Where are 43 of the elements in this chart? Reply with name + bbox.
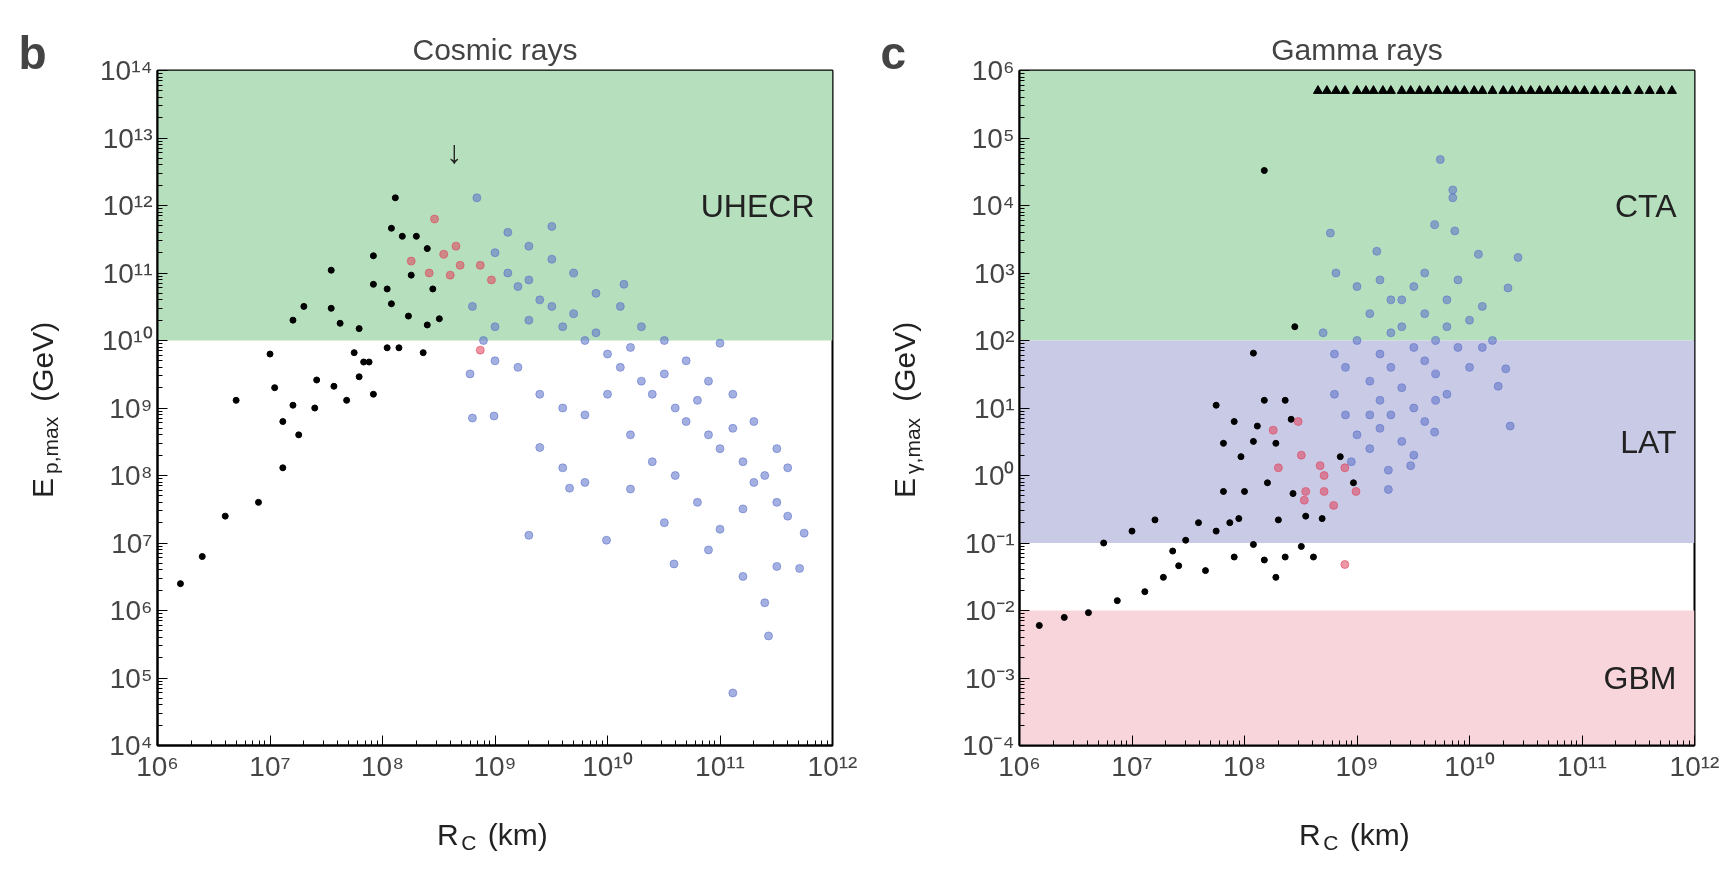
text: c: [880, 26, 907, 79]
y-tick-label: 10³: [974, 257, 1015, 289]
x-tick-label: 10¹²: [807, 750, 858, 782]
y-tick-label: 10⁵: [971, 122, 1015, 154]
band-label: UHECR: [700, 187, 815, 224]
x-tick-label: 10¹⁰: [582, 750, 633, 782]
y-tick-label: 10¹⁴: [100, 55, 153, 86]
x-tick-label: 10⁹: [1335, 750, 1379, 782]
annotation: ↓: [446, 133, 463, 170]
x-tick-label: 10⁹: [473, 750, 517, 782]
x-tick-label: 10⁷: [1111, 750, 1153, 782]
y-tick-label: 10¹⁰: [102, 325, 153, 356]
y-tick-label: 10⁻³: [965, 662, 1015, 694]
band-label: LAT: [1620, 423, 1677, 460]
x-tick-label: 10¹¹: [695, 750, 745, 782]
band-label: CTA: [1614, 187, 1678, 224]
text: b: [18, 26, 47, 79]
y-tick-label: 10⁶: [971, 55, 1015, 86]
chart-title: Gamma rays: [1271, 32, 1443, 66]
y-tick-label: 10⁷: [111, 527, 153, 559]
y-tick-label: 10⁴: [971, 190, 1015, 221]
x-tick-label: 10⁸: [1223, 750, 1266, 782]
x-tick-label: 10¹¹: [1557, 750, 1607, 782]
x-tick-label: 10¹²: [1669, 750, 1720, 782]
y-tick-label: 10¹: [974, 392, 1015, 424]
chart-title: Cosmic rays: [412, 32, 578, 66]
y-tick-label: 10⁸: [109, 460, 153, 491]
y-tick-label: 10⁻²: [965, 595, 1015, 626]
y-tick-label: 10¹¹: [102, 257, 153, 289]
y-tick-label: 10⁻¹: [965, 527, 1015, 559]
y-tick-label: 10⁹: [109, 392, 153, 424]
x-tick-label: 10⁸: [361, 750, 404, 782]
y-tick-label: 10²: [974, 325, 1015, 356]
y-tick-label: 10¹³: [102, 122, 153, 154]
band-label: GBM: [1603, 660, 1677, 696]
y-tick-label: 10⁰: [973, 460, 1015, 491]
x-tick-label: 10¹⁰: [1444, 750, 1495, 782]
y-axis-title: Ep,max (GeV): [26, 321, 62, 499]
y-tick-label: 10¹²: [102, 190, 153, 221]
y-tick-label: 10⁶: [109, 595, 153, 626]
y-tick-label: 10⁵: [109, 662, 153, 694]
x-tick-label: 10⁷: [249, 750, 291, 782]
y-axis-title: Eγ,max (GeV): [888, 321, 924, 499]
